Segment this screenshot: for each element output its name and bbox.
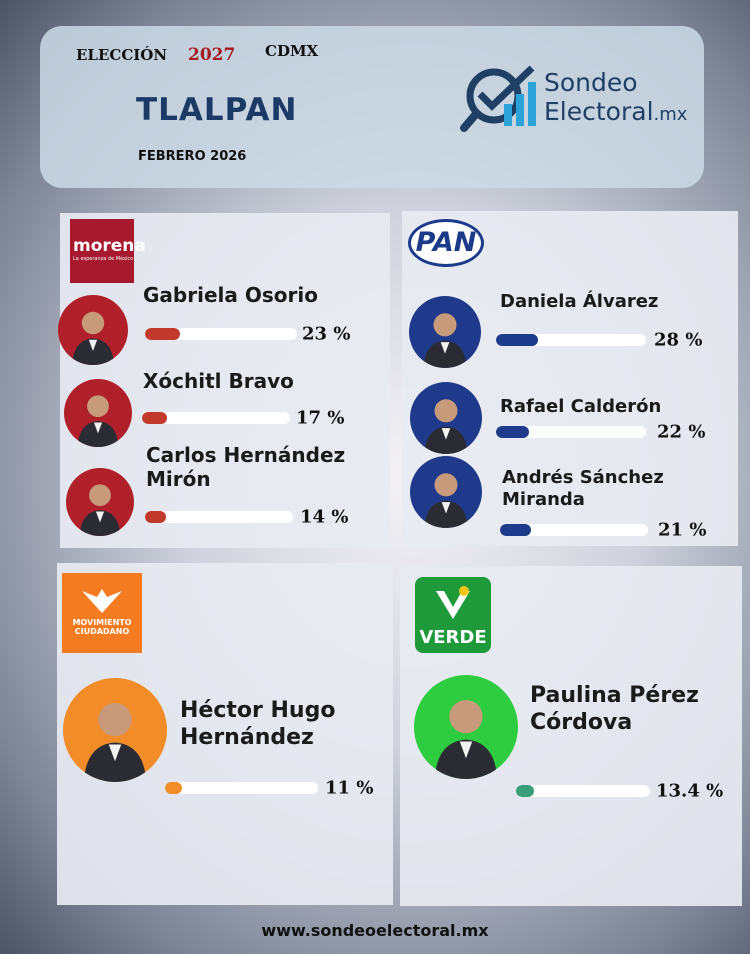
portrait	[72, 311, 114, 365]
party-logo: VERDE	[415, 577, 491, 653]
election-label: ELECCIÓN	[76, 46, 168, 64]
candidate-photo	[414, 675, 518, 779]
party-emblem	[436, 586, 470, 619]
election-year: 2027	[188, 45, 236, 65]
brand-word: Electoral	[544, 97, 654, 126]
bar-track	[142, 412, 290, 424]
party-tagline: La esperanza de México	[73, 256, 134, 262]
portrait	[79, 484, 121, 536]
value-label: 13.4 %	[656, 780, 724, 802]
candidate-photo	[58, 295, 128, 365]
bar	[145, 328, 180, 340]
title: TLALPAN	[136, 92, 298, 128]
value-label: 11 %	[325, 777, 374, 799]
candidate-name: Gabriela Osorio	[143, 283, 318, 307]
candidate-name: Xóchitl Bravo	[143, 369, 294, 393]
value-label: 22 %	[657, 421, 706, 443]
candidate-name: Carlos Hernández Mirón	[146, 443, 346, 492]
portrait	[83, 702, 147, 782]
bar-track	[516, 785, 650, 797]
bar-track	[145, 328, 297, 340]
candidate-name: Rafael Calderón	[500, 396, 662, 417]
bar-track	[496, 426, 646, 438]
value-label: 28 %	[654, 329, 703, 351]
party-name: VERDE	[419, 627, 487, 648]
candidate-photo	[410, 382, 482, 454]
party-emblem	[82, 589, 122, 613]
footer-url: www.sondeoelectoral.mx	[261, 921, 489, 940]
brand-line1: Sondeo	[544, 68, 638, 97]
value-label: 14 %	[300, 506, 349, 528]
bar-track	[145, 511, 293, 523]
bar-track	[165, 782, 318, 794]
bar-track	[500, 524, 648, 536]
value-label: 21 %	[658, 519, 707, 541]
candidate-photo	[409, 296, 481, 368]
brand-logo	[460, 65, 536, 132]
candidate-name: Héctor Hugo Hernández	[180, 698, 336, 750]
value-label: 17 %	[296, 407, 345, 429]
candidate-photo	[410, 456, 482, 528]
value-label: 23 %	[302, 323, 351, 345]
candidate-photo	[64, 379, 132, 447]
portrait	[77, 395, 119, 447]
bar	[165, 782, 182, 794]
bar	[142, 412, 168, 424]
header-card	[40, 26, 704, 188]
candidate-photo	[66, 468, 134, 536]
portrait	[424, 399, 468, 454]
bar	[496, 334, 538, 346]
bar	[500, 524, 532, 536]
party-logo: MOVIMIENTO CIUDADANO	[62, 573, 142, 653]
bar	[145, 511, 166, 523]
bar-track	[496, 334, 646, 346]
candidate-photo	[63, 678, 167, 782]
party-logo: morena La esperanza de México	[70, 219, 146, 283]
party-name: MOVIMIENTO CIUDADANO	[72, 618, 132, 636]
brand-line2: Electoral.mx	[544, 99, 687, 124]
party-logo: PAN	[408, 219, 484, 267]
date: FEBRERO 2026	[138, 149, 247, 164]
bar	[516, 785, 534, 797]
portrait	[424, 473, 468, 528]
bar	[496, 426, 529, 438]
brand-suffix: .mx	[653, 104, 688, 125]
portrait	[423, 313, 467, 368]
candidate-name: Daniela Álvarez	[500, 291, 659, 312]
party-name: PAN	[415, 227, 477, 258]
candidate-name: Andrés Sánchez Miranda	[502, 467, 664, 510]
party-name: morena	[73, 236, 146, 256]
region: CDMX	[265, 42, 319, 60]
candidate-name: Paulina Pérez Córdova	[530, 683, 699, 735]
portrait	[434, 699, 498, 779]
